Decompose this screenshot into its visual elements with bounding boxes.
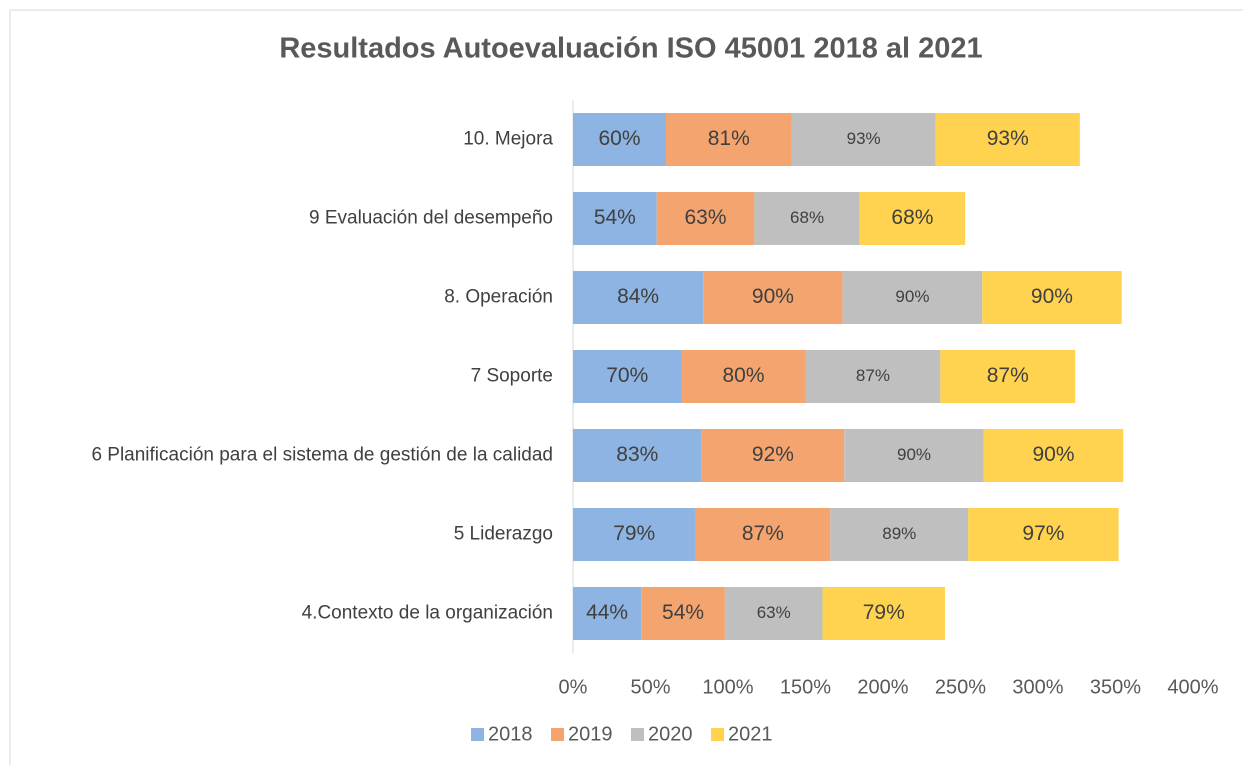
data-label: 60%: [598, 127, 640, 150]
legend-swatch: [551, 728, 564, 741]
data-label: 90%: [752, 285, 794, 308]
bar-segment: [695, 508, 831, 561]
data-label: 79%: [613, 522, 655, 545]
x-tick-label: 150%: [780, 676, 831, 698]
data-label: 44%: [586, 601, 628, 624]
bar-segment: [940, 350, 1076, 403]
bar-segment: [701, 429, 845, 482]
data-label: 80%: [722, 364, 764, 387]
x-tick-label: 100%: [702, 676, 753, 698]
bar-segment: [935, 113, 1080, 166]
data-label: 89%: [882, 524, 916, 543]
chart-title: Resultados Autoevaluación ISO 45001 2018…: [279, 33, 982, 65]
y-tick-label: 7 Soporte: [471, 366, 553, 387]
data-label: 83%: [616, 443, 658, 466]
data-label: 84%: [617, 285, 659, 308]
data-label: 79%: [863, 601, 905, 624]
bar-segment: [791, 113, 936, 166]
data-label: 54%: [662, 601, 704, 624]
data-label: 63%: [685, 206, 727, 229]
data-label: 68%: [790, 208, 824, 227]
legend-label: 2021: [728, 723, 773, 745]
y-tick-label: 5 Liderazgo: [454, 524, 553, 545]
data-label: 87%: [742, 522, 784, 545]
legend-label: 2020: [648, 723, 693, 745]
data-label: 63%: [757, 603, 791, 622]
x-tick-label: 200%: [857, 676, 908, 698]
bar-segment: [859, 192, 966, 245]
data-label: 93%: [847, 129, 881, 148]
x-tick-label: 350%: [1090, 676, 1141, 698]
bar-segment: [724, 587, 823, 640]
bar-segment: [666, 113, 792, 166]
legend-swatch: [471, 728, 484, 741]
bar-segment: [805, 350, 941, 403]
bar-segment: [573, 429, 702, 482]
bar-segment: [573, 113, 666, 166]
x-tick-label: 400%: [1167, 676, 1218, 698]
data-label: 90%: [897, 445, 931, 464]
bar-segment: [573, 271, 704, 324]
bar-segment: [703, 271, 843, 324]
data-label: 81%: [708, 127, 750, 150]
x-tick-label: 50%: [630, 676, 670, 698]
chart-border: [9, 9, 1243, 765]
y-tick-label: 10. Mejora: [463, 129, 553, 150]
data-label: 87%: [987, 364, 1029, 387]
x-tick-label: 300%: [1012, 676, 1063, 698]
bar-segment: [844, 429, 984, 482]
data-label: 54%: [594, 206, 636, 229]
data-label: 90%: [895, 287, 929, 306]
bar-segment: [573, 350, 682, 403]
legend-label: 2019: [568, 723, 613, 745]
data-label: 92%: [752, 443, 794, 466]
data-label: 90%: [1031, 285, 1073, 308]
legend-swatch: [711, 728, 724, 741]
legend-label: 2018: [488, 723, 533, 745]
bar-segment: [822, 587, 945, 640]
bar-segment: [573, 587, 642, 640]
y-tick-label: 4.Contexto de la organización: [302, 603, 553, 624]
bar-segment: [830, 508, 969, 561]
bar-segment: [842, 271, 983, 324]
y-tick-label: 9 Evaluación del desempeño: [309, 208, 553, 229]
bar-segment: [573, 508, 696, 561]
x-tick-label: 250%: [935, 676, 986, 698]
y-tick-label: 6 Planificación para el sistema de gesti…: [91, 445, 553, 466]
legend-swatch: [631, 728, 644, 741]
bar-segment: [754, 192, 860, 245]
bar-segment: [983, 429, 1124, 482]
bar-segment: [982, 271, 1122, 324]
x-tick-label: 0%: [559, 676, 588, 698]
y-tick-label: 8. Operación: [444, 287, 553, 308]
data-label: 90%: [1032, 443, 1074, 466]
data-label: 87%: [856, 366, 890, 385]
data-label: 70%: [606, 364, 648, 387]
bar-segment: [656, 192, 755, 245]
data-label: 68%: [891, 206, 933, 229]
data-label: 93%: [987, 127, 1029, 150]
bar-segment: [641, 587, 725, 640]
data-label: 97%: [1022, 522, 1064, 545]
bar-segment: [968, 508, 1119, 561]
bar-segment: [573, 192, 657, 245]
bar-segment: [681, 350, 806, 403]
